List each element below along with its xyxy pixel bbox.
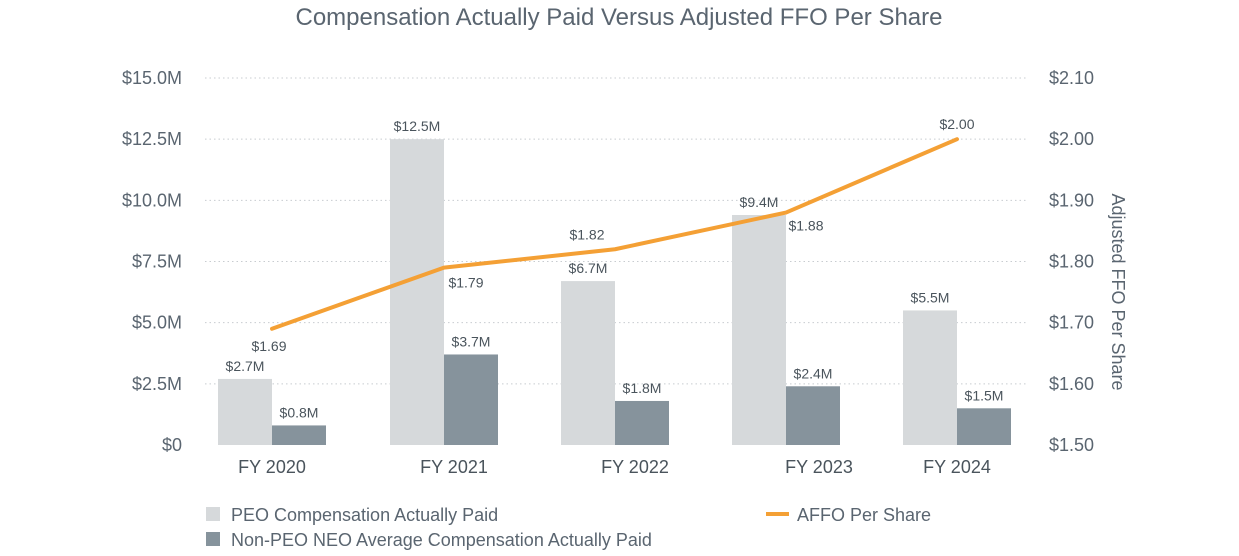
x-axis-category-label: FY 2024 xyxy=(923,457,991,477)
right-axis-tick-label: $1.60 xyxy=(1049,374,1094,394)
gridlines xyxy=(205,77,1027,385)
right-axis-title: Adjusted FFO Per Share xyxy=(1108,193,1128,390)
legend-peo-label: PEO Compensation Actually Paid xyxy=(231,505,498,525)
left-axis-tick-label: $5.0M xyxy=(132,313,182,333)
legend-non-peo-swatch xyxy=(206,532,220,546)
x-axis-category-label: FY 2021 xyxy=(420,457,488,477)
peo-bar xyxy=(732,215,786,445)
peo-bar-data-label: $12.5M xyxy=(394,118,441,134)
peo-bar-data-label: $2.7M xyxy=(226,358,265,374)
left-axis-tick-label: $12.5M xyxy=(122,129,182,149)
right-axis-tick-label: $1.90 xyxy=(1049,190,1094,210)
peo-bar-data-label: $6.7M xyxy=(569,260,608,276)
non-peo-bar xyxy=(957,408,1011,445)
peo-bar xyxy=(390,139,444,445)
non-peo-bar xyxy=(786,386,840,445)
non-peo-bar xyxy=(444,354,498,445)
axes: $0 $2.5M $5.0M $7.5M $10.0M $12.5M $15.0M $1.50… xyxy=(122,68,1094,477)
x-axis-category-label: FY 2022 xyxy=(601,457,669,477)
right-axis-tick-label: $1.50 xyxy=(1049,435,1094,455)
right-axis-tick-label: $1.80 xyxy=(1049,252,1094,272)
peo-bar xyxy=(903,310,957,445)
x-axis-category-label: FY 2023 xyxy=(785,457,853,477)
affo-data-label: $2.00 xyxy=(939,116,974,132)
affo-line-group: $1.69 $1.79 $1.82 $1.88 $2.00 xyxy=(251,116,974,354)
bars: $2.7M $0.8M $12.5M $3.7M $6.7M $1.8M $9.4M $2.4… xyxy=(218,118,1011,445)
left-axis-tick-label: $7.5M xyxy=(132,252,182,272)
peo-bar-data-label: $5.5M xyxy=(911,289,950,305)
affo-data-label: $1.88 xyxy=(788,218,823,234)
left-axis-tick-label: $2.5M xyxy=(132,374,182,394)
legend-affo-label: AFFO Per Share xyxy=(797,505,931,525)
peo-bar xyxy=(218,378,272,445)
legend-non-peo-label: Non-PEO NEO Average Compensation Actuall… xyxy=(231,530,652,550)
chart-title: Compensation Actually Paid Versus Adjust… xyxy=(295,4,942,31)
non-peo-bar xyxy=(615,400,669,445)
peo-bar xyxy=(561,281,615,445)
legend: PEO Compensation Actually Paid Non-PEO NE… xyxy=(206,505,931,550)
affo-line xyxy=(270,137,959,331)
affo-data-label: $1.79 xyxy=(448,275,483,291)
peo-bar-data-label: $9.4M xyxy=(740,194,779,210)
legend-peo-swatch xyxy=(206,507,220,521)
x-axis-category-label: FY 2020 xyxy=(238,457,306,477)
non-peo-bar-data-label: $3.7M xyxy=(452,333,491,349)
affo-data-label: $1.69 xyxy=(251,338,286,354)
left-axis-tick-label: $0 xyxy=(162,435,182,455)
right-axis-tick-label: $2.10 xyxy=(1049,68,1094,88)
affo-data-label: $1.82 xyxy=(569,226,604,242)
non-peo-bar-data-label: $1.5M xyxy=(965,387,1004,403)
left-axis-tick-label: $10.0M xyxy=(122,190,182,210)
non-peo-bar-data-label: $1.8M xyxy=(623,380,662,396)
right-axis-tick-label: $1.70 xyxy=(1049,313,1094,333)
non-peo-bar xyxy=(272,425,326,445)
non-peo-bar-data-label: $0.8M xyxy=(280,404,319,420)
left-axis-tick-label: $15.0M xyxy=(122,68,182,88)
non-peo-bar-data-label: $2.4M xyxy=(794,365,833,381)
right-axis-tick-label: $2.00 xyxy=(1049,129,1094,149)
